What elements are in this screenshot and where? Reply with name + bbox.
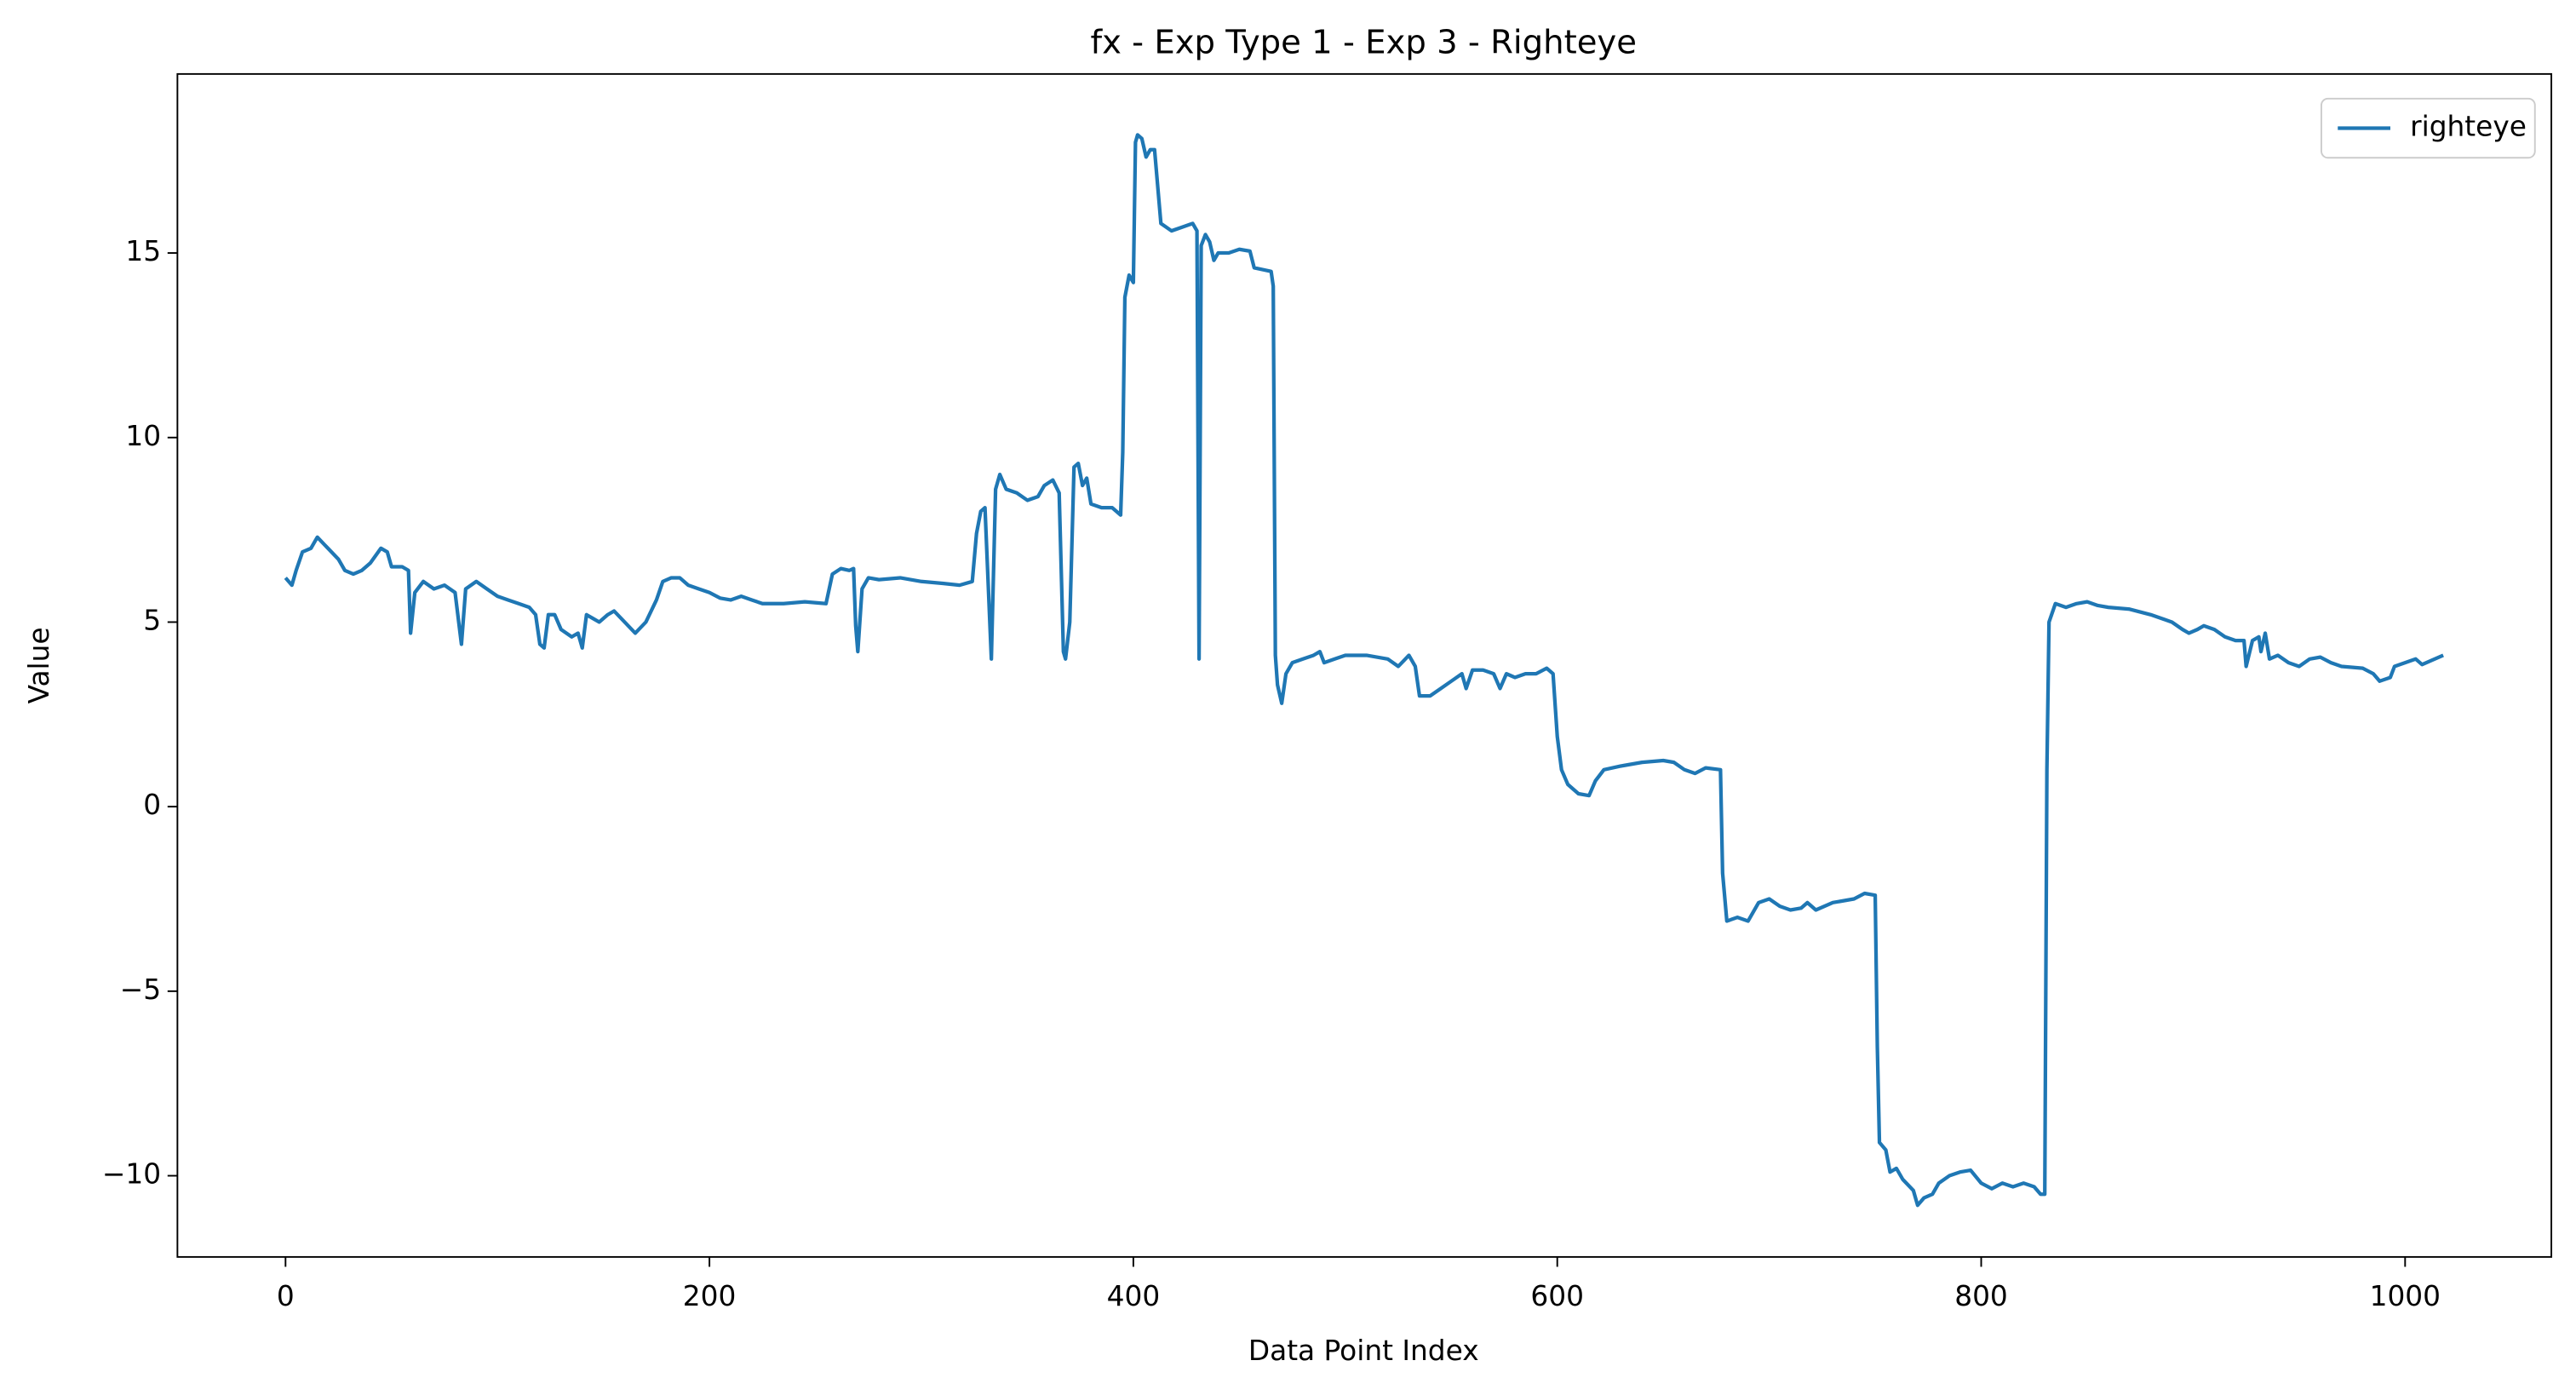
x-tick-label: 400 xyxy=(1107,1280,1161,1312)
y-tick-label: 5 xyxy=(143,604,161,636)
x-tick-label: 0 xyxy=(277,1280,295,1312)
x-tick-label: 800 xyxy=(1954,1280,2008,1312)
y-tick-label: 10 xyxy=(125,420,161,452)
legend-label: righteye xyxy=(2410,111,2527,143)
x-axis-label: Data Point Index xyxy=(1248,1335,1479,1367)
y-tick-label: 15 xyxy=(125,235,161,267)
chart-title: fx - Exp Type 1 - Exp 3 - Righteye xyxy=(1090,24,1637,62)
y-axis-label: Value xyxy=(23,627,55,703)
legend-box xyxy=(2321,97,2536,159)
plot-frame xyxy=(176,72,2553,1258)
x-tick-label: 600 xyxy=(1530,1280,1584,1312)
y-tick-label: 0 xyxy=(143,789,161,821)
y-tick-label: −5 xyxy=(120,973,161,1006)
data-line xyxy=(284,133,2444,1208)
x-tick-label: 200 xyxy=(683,1280,737,1312)
x-tick-label: 1000 xyxy=(2370,1280,2441,1312)
y-tick-label: −10 xyxy=(102,1158,161,1191)
